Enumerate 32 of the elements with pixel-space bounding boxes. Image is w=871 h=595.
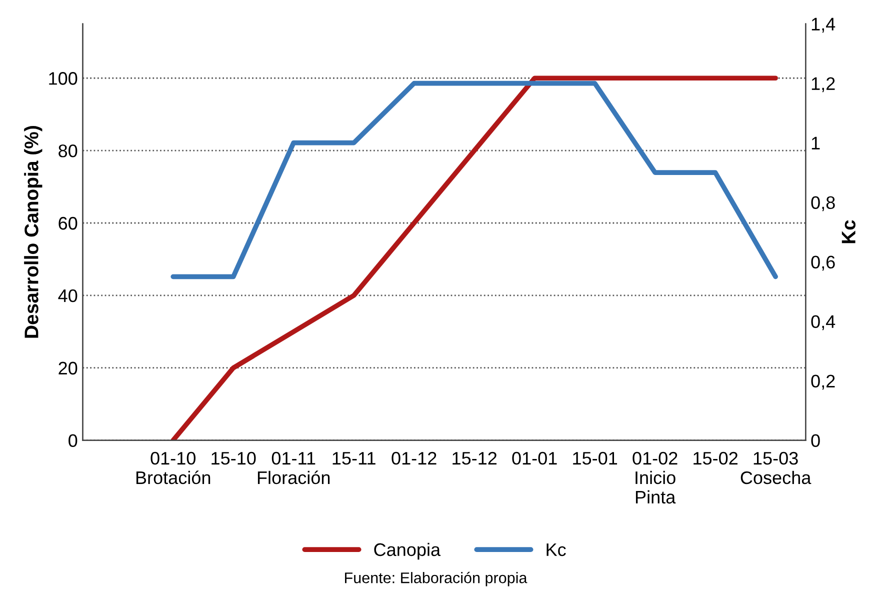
y2-tick-label: 1,4 xyxy=(812,18,836,33)
x-tick-label: 01-12 xyxy=(392,452,436,465)
legend-label: Canopia xyxy=(374,542,441,560)
legend-label: Kc xyxy=(546,543,566,556)
x-tick-label: 01-10 Brotación xyxy=(136,452,210,484)
y-tick-label: 40 xyxy=(58,289,78,302)
y2-axis-title: Kc xyxy=(842,220,856,244)
x-tick-label: 01-02 Inicio Pinta xyxy=(632,452,678,504)
y2-tick-label: 0,2 xyxy=(811,374,835,390)
y2-tick-label: 0,4 xyxy=(811,315,836,330)
y-tick-label: 20 xyxy=(58,362,78,375)
x-tick-label: 15-01 xyxy=(573,452,618,465)
y-tick-label: 60 xyxy=(58,216,78,230)
y-tick-label: 0 xyxy=(68,434,78,448)
x-tick-label: 15-11 xyxy=(332,452,376,465)
x-tick-label: 01-11 Floración xyxy=(258,452,330,484)
y2-tick-label: 0,8 xyxy=(811,196,835,212)
line-series xyxy=(170,80,778,280)
x-tick-label: 15-10 xyxy=(212,452,256,465)
y2-tick-label: 0,6 xyxy=(811,256,835,271)
x-tick-label: 15-02 xyxy=(694,452,738,465)
x-tick-label: 15-12 xyxy=(452,452,497,465)
x-tick-label: 01-01 xyxy=(512,452,557,465)
y2-tick-label: 0 xyxy=(811,434,820,448)
line-series xyxy=(170,76,778,440)
y-tick-label: 80 xyxy=(58,144,78,158)
y2-tick-label: 1 xyxy=(812,136,820,150)
x-tick-label: 15-03 Cosecha xyxy=(740,452,812,484)
y-axis-title: Desarrollo Canopia (%) xyxy=(24,126,42,338)
source-note: Fuente: Elaboración propia xyxy=(345,572,528,586)
y2-tick-label: 1,2 xyxy=(812,77,835,92)
y-tick-label: 100 xyxy=(49,72,78,85)
